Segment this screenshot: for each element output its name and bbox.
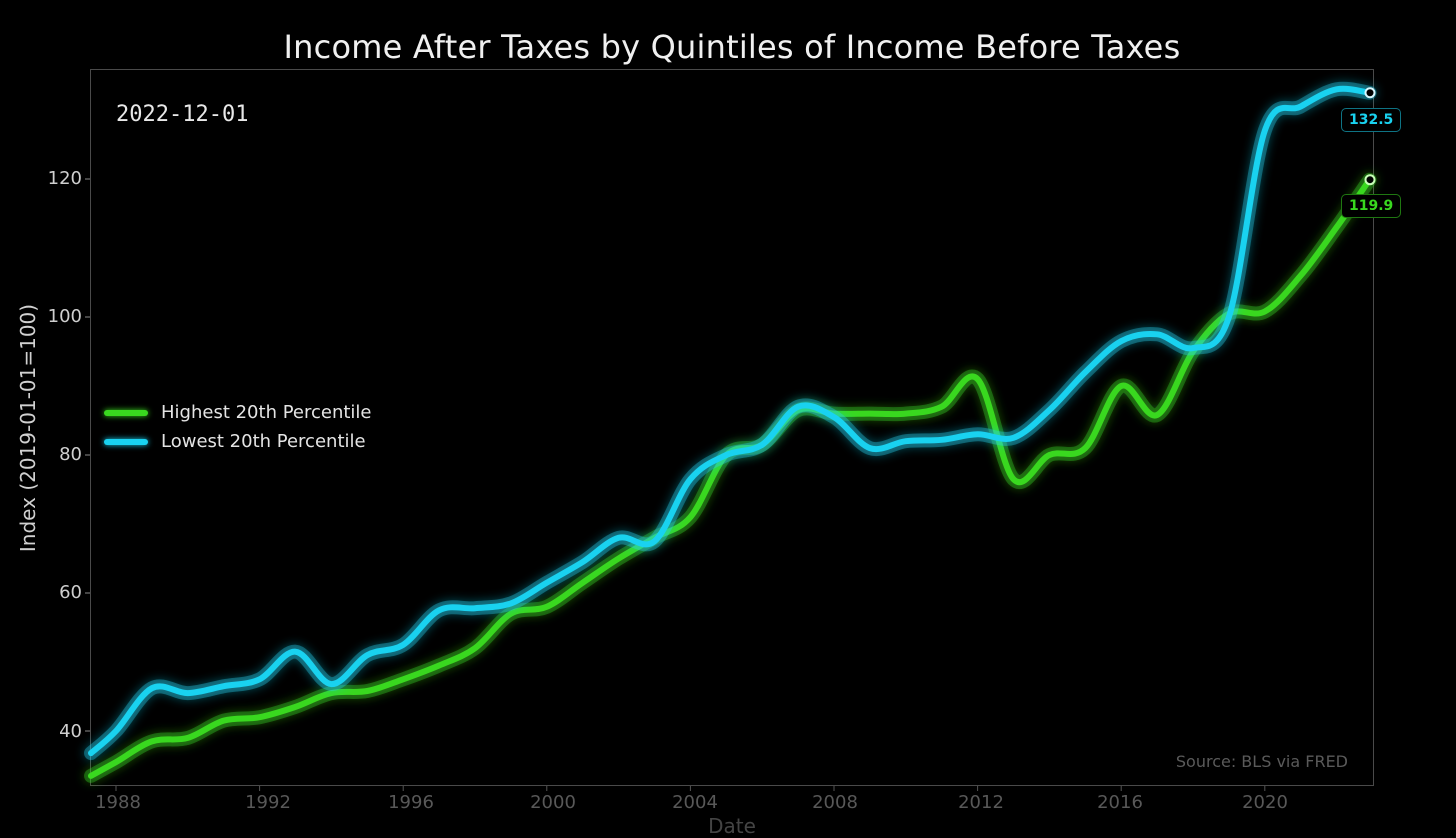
end-value-label-highest: 119.9 — [1341, 194, 1402, 218]
x-tick-label: 1988 — [95, 792, 141, 813]
x-tick-label: 2000 — [530, 792, 576, 813]
x-tick-label: 1996 — [388, 792, 434, 813]
chart-title: Income After Taxes by Quintiles of Incom… — [283, 28, 1181, 66]
x-axis-ticks — [115, 786, 1266, 791]
date-annotation: 2022-12-01 — [116, 102, 249, 127]
legend-swatch-cyan-line-icon — [104, 438, 148, 445]
y-tick-label: 100 — [47, 306, 82, 327]
y-tick-label: 40 — [59, 721, 82, 742]
y-tick-label: 120 — [47, 168, 82, 189]
x-axis-label: Date — [708, 814, 756, 838]
y-tick-label: 80 — [59, 444, 82, 465]
x-tick-label: 2020 — [1242, 792, 1288, 813]
x-tick-label: 2008 — [812, 792, 858, 813]
end-markers — [1364, 87, 1376, 186]
highest-20th-percentile-line — [88, 176, 1373, 779]
x-tick-label: 2004 — [672, 792, 718, 813]
legend-item-highest: Highest 20th Percentile — [104, 398, 372, 427]
lowest-20th-percentile-line — [88, 85, 1373, 757]
x-tick-label: 2012 — [958, 792, 1004, 813]
y-axis-ticks — [85, 178, 90, 732]
highest-end-marker-icon — [1364, 174, 1376, 186]
lowest-end-marker-icon — [1364, 87, 1376, 99]
plot-area-frame — [90, 69, 1374, 786]
highest-line-glow — [84, 172, 1377, 783]
end-value-label-lowest: 132.5 — [1341, 108, 1402, 132]
legend: Highest 20th Percentile Lowest 20th Perc… — [104, 398, 372, 456]
legend-label: Highest 20th Percentile — [161, 402, 372, 423]
x-tick-label: 1992 — [245, 792, 291, 813]
y-axis-label: Index (2019-01-01=100) — [16, 303, 40, 553]
series-lines — [84, 81, 1377, 783]
legend-swatch-green-line-icon — [104, 409, 148, 416]
legend-item-lowest: Lowest 20th Percentile — [104, 427, 372, 456]
y-tick-label: 60 — [59, 582, 82, 603]
legend-label: Lowest 20th Percentile — [161, 431, 366, 452]
source-note: Source: BLS via FRED — [1175, 752, 1348, 771]
x-tick-label: 2016 — [1097, 792, 1143, 813]
